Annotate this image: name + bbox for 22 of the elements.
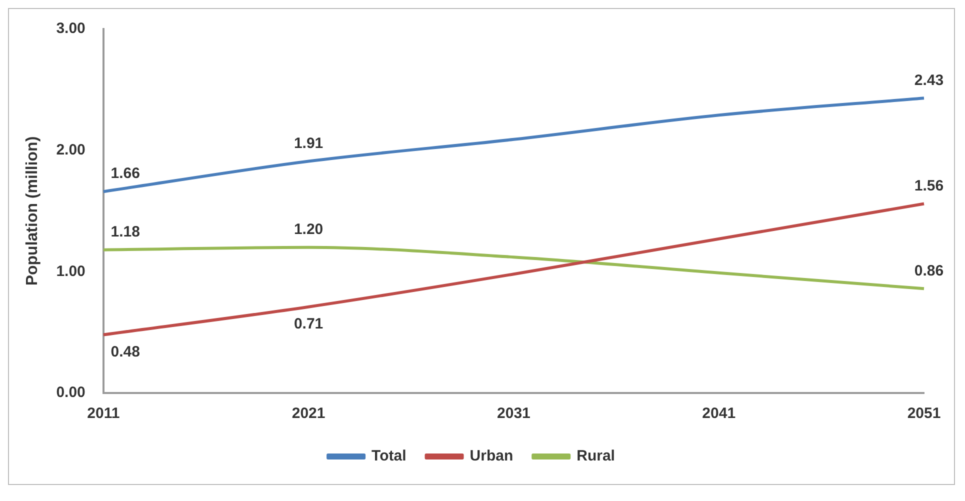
- y-tick-label: 1.00: [56, 262, 86, 280]
- data-label: 1.20: [294, 221, 324, 238]
- legend-label: Rural: [576, 448, 615, 465]
- y-axis-title: Population (million): [24, 136, 42, 286]
- data-label: 0.71: [294, 315, 324, 332]
- data-label: 1.66: [110, 165, 140, 182]
- x-tick-label: 2011: [87, 405, 120, 422]
- y-tick-label: 0.00: [56, 384, 86, 402]
- data-label: 2.43: [914, 72, 944, 89]
- legend-label: Urban: [470, 448, 514, 465]
- data-label: 0.48: [110, 343, 140, 360]
- x-tick-label: 2041: [702, 405, 736, 422]
- x-tick-label: 2051: [907, 405, 941, 422]
- data-label: 1.56: [914, 177, 944, 194]
- data-label: 0.86: [914, 262, 944, 280]
- x-tick-label: 2021: [292, 405, 326, 422]
- data-label: 1.91: [294, 134, 324, 152]
- y-tick-label: 3.00: [56, 20, 86, 38]
- x-tick-label: 2031: [497, 405, 530, 422]
- legend-label: Total: [372, 448, 406, 465]
- y-tick-label: 2.00: [56, 141, 86, 158]
- data-label: 1.18: [110, 223, 140, 240]
